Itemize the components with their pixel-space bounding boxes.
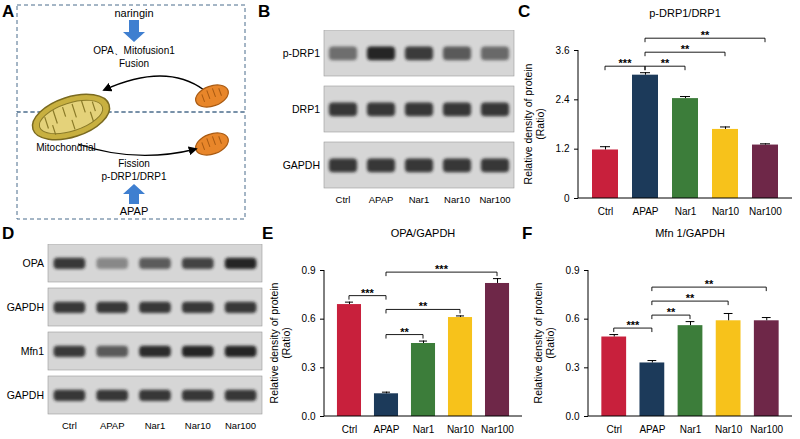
svg-text:3.6: 3.6 bbox=[556, 45, 570, 56]
svg-text:APAP: APAP bbox=[100, 420, 125, 431]
svg-text:Nar10: Nar10 bbox=[447, 424, 475, 435]
svg-text:0.9: 0.9 bbox=[566, 265, 580, 276]
svg-text:APAP: APAP bbox=[633, 206, 659, 217]
svg-text:Nar100: Nar100 bbox=[749, 206, 782, 217]
svg-text:Nar1: Nar1 bbox=[145, 420, 166, 431]
svg-text:**: ** bbox=[705, 278, 714, 290]
html-text:p-DRP1/DRP1: p-DRP1/DRP1 bbox=[649, 7, 721, 19]
html-text:OPA/GAPDH: OPA/GAPDH bbox=[390, 227, 456, 239]
svg-text:Ctrl: Ctrl bbox=[336, 194, 351, 205]
svg-text:Nar10: Nar10 bbox=[185, 420, 211, 431]
svg-text:APAP: APAP bbox=[374, 424, 400, 435]
svg-text:Ctrl: Ctrl bbox=[598, 206, 614, 217]
svg-text:**: ** bbox=[667, 306, 676, 318]
svg-text:APAP: APAP bbox=[369, 194, 394, 205]
html-text:E: E bbox=[262, 224, 274, 243]
svg-text:APAP: APAP bbox=[120, 205, 149, 217]
svg-text:0.9: 0.9 bbox=[302, 265, 316, 276]
svg-text:OPA: OPA bbox=[23, 257, 44, 269]
svg-text:Nar100: Nar100 bbox=[225, 420, 256, 431]
svg-text:***: *** bbox=[626, 319, 640, 331]
html-text:Mfn 1/GAPDH: Mfn 1/GAPDH bbox=[655, 227, 725, 239]
svg-text:0.0: 0.0 bbox=[566, 411, 580, 422]
svg-text:p-DRP1: p-DRP1 bbox=[283, 47, 321, 59]
html-text:D: D bbox=[2, 224, 15, 243]
svg-text:**: ** bbox=[400, 326, 409, 338]
svg-text:**: ** bbox=[701, 29, 710, 41]
svg-text:GAPDH: GAPDH bbox=[7, 301, 44, 313]
svg-text:GAPDH: GAPDH bbox=[7, 389, 44, 401]
svg-text:0.6: 0.6 bbox=[566, 313, 580, 324]
svg-text:**: ** bbox=[686, 292, 695, 304]
html-text:F: F bbox=[522, 224, 533, 243]
svg-text:Mitochondrial: Mitochondrial bbox=[36, 142, 96, 153]
svg-text:Nar10: Nar10 bbox=[712, 206, 740, 217]
svg-text:Ctrl: Ctrl bbox=[606, 424, 622, 435]
svg-text:0.0: 0.0 bbox=[302, 411, 316, 422]
svg-text:1.2: 1.2 bbox=[556, 143, 570, 154]
svg-text:**: ** bbox=[661, 57, 670, 69]
svg-text:APAP: APAP bbox=[639, 424, 665, 435]
svg-text:GAPDH: GAPDH bbox=[283, 159, 320, 171]
svg-text:***: *** bbox=[435, 263, 449, 275]
svg-text:Nar10: Nar10 bbox=[444, 194, 470, 205]
svg-text:Relative density of protein(Ra: Relative density of protein(Ratio) bbox=[532, 282, 556, 403]
html-text:C: C bbox=[518, 2, 531, 21]
svg-text:Ctrl: Ctrl bbox=[62, 420, 77, 431]
svg-text:Nar100: Nar100 bbox=[479, 194, 510, 205]
svg-text:Nar100: Nar100 bbox=[481, 424, 514, 435]
html-text:A: A bbox=[2, 2, 15, 21]
svg-text:***: *** bbox=[361, 287, 375, 299]
svg-text:naringin: naringin bbox=[114, 7, 153, 19]
svg-text:0: 0 bbox=[564, 193, 570, 204]
svg-text:2.4: 2.4 bbox=[556, 94, 570, 105]
html-text:B: B bbox=[258, 2, 271, 21]
svg-text:***: *** bbox=[619, 57, 633, 69]
svg-text:**: ** bbox=[419, 300, 428, 312]
svg-text:Mfn1: Mfn1 bbox=[21, 345, 45, 357]
svg-text:Nar1: Nar1 bbox=[675, 206, 697, 217]
svg-text:p-DRP1/DRP1: p-DRP1/DRP1 bbox=[101, 171, 166, 182]
svg-text:Nar10: Nar10 bbox=[715, 424, 743, 435]
svg-text:Fusion: Fusion bbox=[119, 58, 149, 69]
svg-text:Nar1: Nar1 bbox=[413, 424, 435, 435]
svg-text:Nar1: Nar1 bbox=[680, 424, 702, 435]
svg-text:0.3: 0.3 bbox=[302, 362, 316, 373]
svg-text:0.6: 0.6 bbox=[302, 313, 316, 324]
svg-text:Relative density of protein(Ra: Relative density of protein(Ratio) bbox=[522, 63, 546, 184]
svg-text:DRP1: DRP1 bbox=[292, 103, 320, 115]
svg-text:0.3: 0.3 bbox=[566, 362, 580, 373]
svg-text:Ctrl: Ctrl bbox=[342, 424, 358, 435]
svg-text:Nar1: Nar1 bbox=[409, 194, 430, 205]
svg-text:OPA、Mitofusion1: OPA、Mitofusion1 bbox=[93, 45, 175, 56]
svg-text:**: ** bbox=[681, 43, 690, 55]
svg-text:Relative density of protein(Ra: Relative density of protein(Ratio) bbox=[268, 282, 292, 403]
svg-text:Nar100: Nar100 bbox=[750, 424, 783, 435]
svg-text:Fission: Fission bbox=[118, 158, 150, 169]
